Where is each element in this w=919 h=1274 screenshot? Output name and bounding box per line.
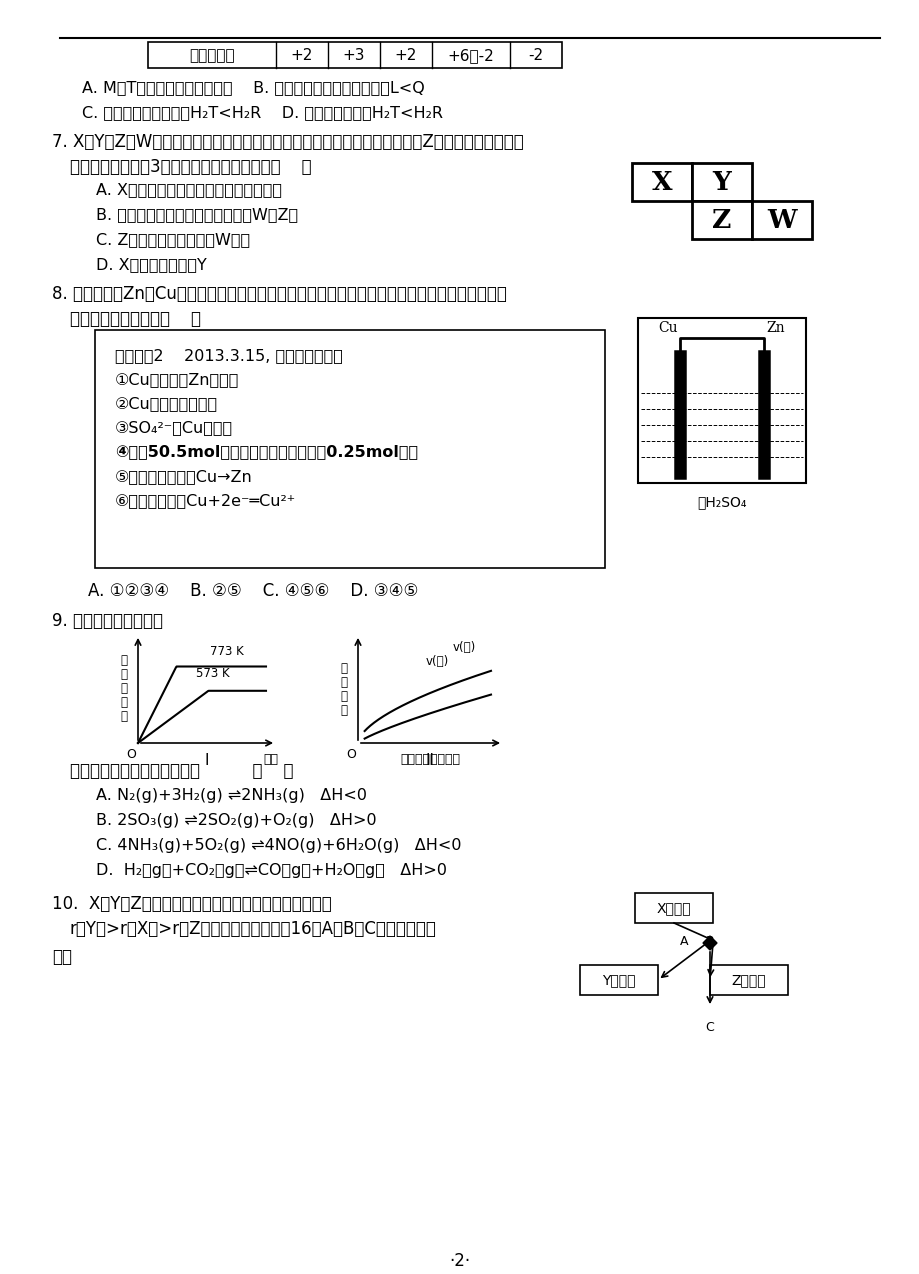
- Text: 反
应
速
率: 反 应 速 率: [340, 661, 347, 716]
- Text: 下列反应中符合上述图象的是          （    ）: 下列反应中符合上述图象的是 （ ）: [70, 762, 293, 780]
- Text: A. N₂(g)+3H₂(g) ⇌2NH₃(g)   ΔH<0: A. N₂(g)+3H₂(g) ⇌2NH₃(g) ΔH<0: [96, 789, 367, 803]
- Bar: [634, 893, 712, 922]
- Text: Cu: Cu: [658, 321, 677, 335]
- Bar: [691, 163, 751, 201]
- Text: 片上的描述合理的是（    ）: 片上的描述合理的是（ ）: [70, 310, 200, 327]
- Text: 卡片号：2    2013.3.15, 实验后的记录：: 卡片号：2 2013.3.15, 实验后的记录：: [115, 348, 343, 363]
- Text: Z的单质: Z的单质: [731, 973, 766, 987]
- Text: 573 K: 573 K: [196, 668, 230, 680]
- Text: +2: +2: [394, 48, 416, 64]
- Text: B. 2SO₃(g) ⇌2SO₂(g)+O₂(g)   ΔH>0: B. 2SO₃(g) ⇌2SO₂(g)+O₂(g) ΔH>0: [96, 813, 376, 828]
- Text: A. ①②③④    B. ②⑤    C. ④⑤⑥    D. ③④⑤: A. ①②③④ B. ②⑤ C. ④⑤⑥ D. ③④⑤: [88, 582, 418, 600]
- Text: Zn: Zn: [766, 321, 784, 335]
- Bar: [579, 964, 657, 995]
- Text: Y的单质: Y的单质: [602, 973, 635, 987]
- Text: +2: +2: [290, 48, 312, 64]
- Text: 稀H₂SO₄: 稀H₂SO₄: [697, 496, 746, 510]
- Text: 8. 如图所示是Zn和Cu形成的原电池，某实验兴趣小组做完实验后，在读书卡上的记录如下，则卡: 8. 如图所示是Zn和Cu形成的原电池，某实验兴趣小组做完实验后，在读书卡上的记…: [52, 285, 506, 303]
- Text: D.  H₂（g）+CO₂（g）⇌CO（g）+H₂O（g）   ΔH>0: D. H₂（g）+CO₂（g）⇌CO（g）+H₂O（g） ΔH>0: [96, 862, 447, 878]
- Text: B. 最高价氧化物对应水化物的酸性W比Z强: B. 最高价氧化物对应水化物的酸性W比Z强: [96, 206, 298, 222]
- Text: A: A: [679, 935, 687, 948]
- Text: X: X: [651, 169, 672, 195]
- Bar: [709, 964, 788, 995]
- Text: 主要化合价: 主要化合价: [189, 48, 234, 64]
- Text: Z: Z: [711, 208, 731, 232]
- Text: C. Z的单质与氢气反应较W剧烈: C. Z的单质与氢气反应较W剧烈: [96, 232, 250, 247]
- Bar: [637, 318, 805, 483]
- Text: 773 K: 773 K: [210, 645, 244, 657]
- Text: X的单质: X的单质: [656, 901, 690, 915]
- Text: ·2·: ·2·: [449, 1252, 470, 1270]
- Bar: [751, 201, 811, 240]
- Text: II: II: [425, 753, 435, 768]
- Text: D. X的原子半径小于Y: D. X的原子半径小于Y: [96, 257, 207, 273]
- Text: A. M与T形成的化合物具有两性    B. 单质与稀盐酸反应的速率为L<Q: A. M与T形成的化合物具有两性 B. 单质与稀盐酸反应的速率为L<Q: [82, 80, 425, 96]
- Text: r（Y）>r（X）>r（Z），原子序数之和为16。A、B、C为常见的化合: r（Y）>r（X）>r（Z），原子序数之和为16。A、B、C为常见的化合: [70, 920, 437, 938]
- Text: ②Cu极上有气泡产生: ②Cu极上有气泡产生: [115, 396, 218, 412]
- Text: 9. 现有下列两个图象：: 9. 现有下列两个图象：: [52, 612, 163, 631]
- Text: 7. X、Y、Z、W均为短周期元素，它们在元素周期表中相对位置如图所示。若Z原子的最外层电子数: 7. X、Y、Z、W均为短周期元素，它们在元素周期表中相对位置如图所示。若Z原子…: [52, 132, 523, 152]
- Text: ③SO₄²⁻向Cu极移动: ③SO₄²⁻向Cu极移动: [115, 420, 233, 434]
- Text: 10.  X、Y、Z三种短周期元素，原子半径的大小关系为：: 10. X、Y、Z三种短周期元素，原子半径的大小关系为：: [52, 896, 332, 913]
- Bar: [631, 163, 691, 201]
- Text: I: I: [205, 753, 209, 768]
- Bar: [691, 201, 751, 240]
- Text: ④若有50.5mol电子流经导线，则可产生0.25mol气体: ④若有50.5mol电子流经导线，则可产生0.25mol气体: [115, 445, 417, 459]
- Text: ①Cu为负极，Zn为正极: ①Cu为负极，Zn为正极: [115, 372, 239, 387]
- Bar: [95, 330, 605, 568]
- Text: B: B: [705, 935, 713, 948]
- Text: +6、-2: +6、-2: [448, 48, 494, 64]
- Text: ⑥正极反应式：Cu+2e⁻═Cu²⁺: ⑥正极反应式：Cu+2e⁻═Cu²⁺: [115, 493, 296, 508]
- Text: O: O: [126, 748, 136, 761]
- Text: -2: -2: [528, 48, 543, 64]
- Text: v(正): v(正): [452, 641, 476, 654]
- Text: （温度固定）压强: （温度固定）压强: [400, 753, 460, 766]
- Text: A. X的最常见气态氢化物的水溶液显酸性: A. X的最常见气态氢化物的水溶液显酸性: [96, 182, 282, 197]
- Text: C. 氢化物的热稳定性为H₂T<H₂R    D. 氢化物的沸点为H₂T<H₂R: C. 氢化物的热稳定性为H₂T<H₂R D. 氢化物的沸点为H₂T<H₂R: [82, 104, 443, 120]
- Text: Y: Y: [712, 169, 731, 195]
- Text: +3: +3: [343, 48, 365, 64]
- Text: v(逆): v(逆): [425, 655, 448, 668]
- Text: 生
成
物
浓
度: 生 成 物 浓 度: [120, 655, 128, 724]
- Text: 是第一层电子数的3倍，下列说法中正确的是（    ）: 是第一层电子数的3倍，下列说法中正确的是（ ）: [70, 158, 312, 176]
- Text: 时间: 时间: [263, 753, 278, 766]
- Text: ⑤电子的流向是：Cu→Zn: ⑤电子的流向是：Cu→Zn: [115, 469, 253, 484]
- Polygon shape: [702, 936, 716, 950]
- Text: 物，: 物，: [52, 948, 72, 966]
- Text: C. 4NH₃(g)+5O₂(g) ⇌4NO(g)+6H₂O(g)   ΔH<0: C. 4NH₃(g)+5O₂(g) ⇌4NO(g)+6H₂O(g) ΔH<0: [96, 838, 461, 854]
- Bar: [148, 42, 562, 68]
- Text: O: O: [346, 748, 356, 761]
- Text: C: C: [705, 1020, 713, 1034]
- Text: W: W: [766, 208, 796, 232]
